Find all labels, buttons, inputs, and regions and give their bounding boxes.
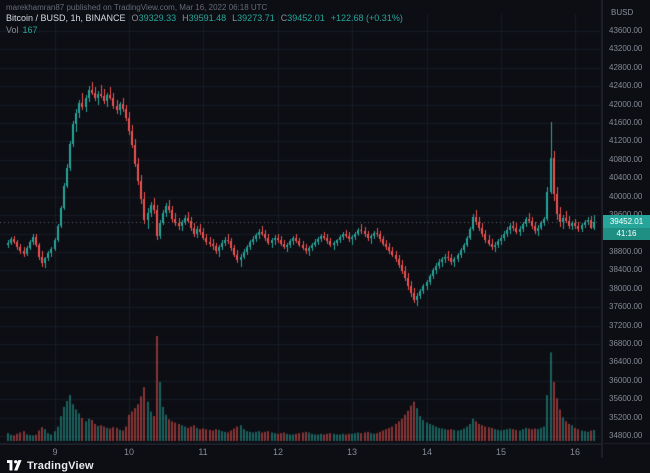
ohlc-open: O39329.33 (131, 13, 177, 23)
time-axis[interactable]: 9 10 11 12 13 14 15 16 (0, 444, 602, 459)
volume-legend: Vol 167 (6, 25, 38, 35)
publish-watermark: marekhamran87 published on TradingView.c… (6, 3, 268, 12)
price-axis[interactable]: BUSD 43600.00 43200.00 42800.00 42400.00 420… (602, 0, 650, 458)
time-axis-label: 13 (346, 447, 358, 457)
time-axis-label: 11 (198, 447, 208, 457)
price-axis-label: 42800.00 (609, 62, 643, 72)
last-price-badge: 39452.01 (603, 215, 650, 228)
footer: TradingView (0, 458, 650, 473)
price-axis-label: 38400.00 (609, 265, 643, 275)
price-axis-label: 37600.00 (609, 302, 643, 312)
price-change: +122.68 (+0.31%) (330, 13, 403, 23)
price-axis-label: 40000.00 (609, 191, 643, 201)
price-axis-label: 37200.00 (609, 320, 643, 330)
price-axis-label: 40400.00 (609, 173, 643, 183)
time-axis-label: 14 (421, 447, 433, 457)
price-axis-label: 34800.00 (609, 431, 643, 440)
time-axis-label: 9 (52, 447, 58, 457)
tradingview-brand-text[interactable]: TradingView (27, 459, 94, 472)
price-axis-label: 35200.00 (609, 412, 643, 422)
price-axis-label: 35600.00 (609, 394, 643, 404)
price-axis-label: 39600.00 (609, 210, 642, 220)
price-axis-label: 43600.00 (609, 26, 643, 35)
ohlc-close: C39452.01 (280, 13, 325, 23)
price-axis-label: 36800.00 (609, 338, 643, 348)
price-axis-label: 42000.00 (609, 99, 643, 109)
price-axis-label: 38800.00 (609, 246, 643, 256)
price-axis-label: 40800.00 (609, 154, 643, 164)
price-axis-label: 43200.00 (609, 44, 643, 54)
time-axis-label: 15 (495, 447, 507, 457)
axis-currency-label: BUSD (611, 8, 634, 17)
tradingview-logo-icon[interactable] (7, 460, 22, 471)
price-axis-label: 36400.00 (609, 357, 643, 367)
price-axis-label: 36000.00 (609, 375, 643, 385)
price-axis-label: 38000.00 (609, 283, 643, 293)
volume-value: 167 (22, 25, 38, 35)
price-axis-label: 41600.00 (609, 118, 643, 128)
ohlc-low: L39273.71 (232, 13, 275, 23)
time-axis-label: 10 (123, 447, 135, 457)
symbol-title: Bitcoin / BUSD, 1h, BINANCE (6, 13, 126, 23)
ohlc-high: H39591.48 (182, 13, 227, 23)
chart-legend: Bitcoin / BUSD, 1h, BINANCE O39329.33 H3… (6, 13, 403, 23)
time-axis-label: 16 (569, 447, 581, 457)
price-axis-label: 41200.00 (609, 136, 643, 146)
candle-countdown-badge: 41:16 (603, 228, 650, 240)
volume-label: Vol (6, 25, 19, 35)
price-axis-label: 42400.00 (609, 81, 643, 91)
time-axis-label: 12 (272, 447, 284, 457)
